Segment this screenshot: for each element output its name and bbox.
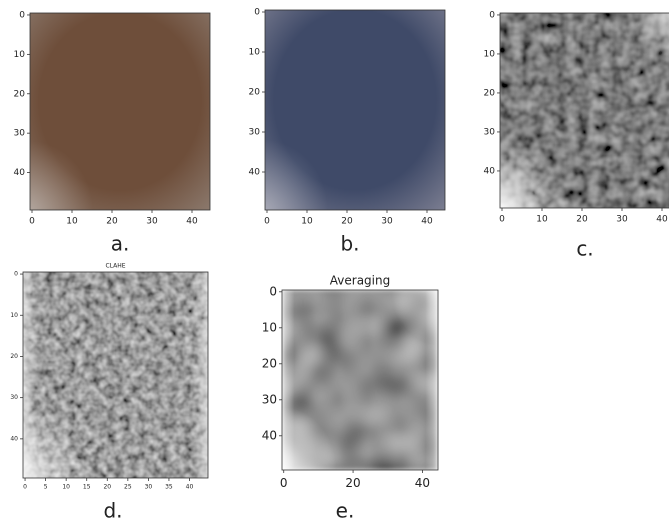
x-tick-label: 35	[165, 483, 173, 490]
x-tick-label: 30	[145, 483, 153, 490]
y-tick-label: 0	[254, 8, 260, 18]
panel-label: d.	[103, 499, 122, 522]
panel-label: c.	[576, 237, 593, 261]
image-frame	[499, 12, 669, 209]
panel-label: b.	[340, 232, 359, 256]
y-tick-label: 0	[489, 10, 495, 20]
panel-title: CLAHE	[105, 263, 125, 270]
y-tick-label: 20	[484, 88, 496, 98]
x-tick-label: 40	[186, 217, 198, 227]
x-tick-label: 10	[301, 217, 313, 227]
image-frame	[264, 9, 446, 211]
x-tick-label: 10	[62, 483, 70, 490]
image-frame	[281, 289, 439, 471]
panel-label: a.	[111, 232, 130, 256]
image-a	[30, 13, 210, 210]
x-tick-label: 20	[103, 483, 111, 490]
image-frame	[29, 12, 211, 211]
y-tick-label: 10	[484, 49, 496, 59]
x-tick-label: 30	[381, 217, 393, 227]
y-tick-label: 20	[249, 88, 261, 98]
x-tick-label: 20	[345, 476, 360, 490]
y-tick-label: 20	[14, 89, 26, 99]
x-tick-label: 0	[29, 217, 35, 227]
y-tick-label: 40	[10, 435, 18, 442]
y-tick-label: 10	[249, 48, 261, 58]
panel-label: e.	[336, 499, 355, 522]
x-tick-label: 20	[576, 215, 588, 225]
y-tick-label: 0	[269, 284, 277, 298]
y-tick-label: 40	[484, 166, 496, 176]
x-tick-label: 10	[536, 215, 548, 225]
y-tick-label: 10	[14, 50, 26, 60]
y-tick-label: 10	[262, 320, 277, 334]
x-tick-label: 0	[23, 483, 27, 490]
x-tick-label: 0	[264, 217, 270, 227]
x-tick-label: 0	[499, 215, 505, 225]
x-tick-label: 15	[83, 483, 91, 490]
y-tick-label: 20	[262, 356, 277, 370]
x-tick-label: 20	[106, 217, 118, 227]
panel-title: Averaging	[330, 274, 390, 288]
x-tick-label: 25	[124, 483, 132, 490]
image-b	[265, 10, 445, 210]
y-tick-label: 30	[484, 127, 496, 137]
y-tick-label: 30	[14, 129, 26, 139]
x-tick-label: 40	[415, 476, 430, 490]
y-tick-label: 40	[14, 168, 26, 178]
x-tick-label: 40	[656, 215, 668, 225]
x-tick-label: 10	[66, 217, 78, 227]
x-tick-label: 40	[421, 217, 433, 227]
y-tick-label: 40	[249, 168, 261, 178]
image-e	[282, 290, 438, 470]
x-tick-label: 20	[341, 217, 353, 227]
y-tick-label: 30	[10, 394, 18, 401]
y-tick-label: 40	[262, 428, 277, 442]
x-tick-label: 5	[44, 483, 48, 490]
y-tick-label: 0	[14, 271, 18, 278]
x-tick-label: 0	[280, 476, 288, 490]
y-tick-label: 10	[10, 312, 18, 319]
y-tick-label: 30	[262, 392, 277, 406]
image-c	[500, 13, 669, 208]
x-tick-label: 30	[146, 217, 158, 227]
y-tick-label: 20	[10, 353, 18, 360]
y-tick-label: 0	[19, 10, 25, 20]
image-d	[23, 272, 208, 478]
y-tick-label: 30	[249, 128, 261, 138]
x-tick-label: 40	[186, 483, 194, 490]
x-tick-label: 30	[616, 215, 628, 225]
image-frame	[22, 271, 209, 479]
